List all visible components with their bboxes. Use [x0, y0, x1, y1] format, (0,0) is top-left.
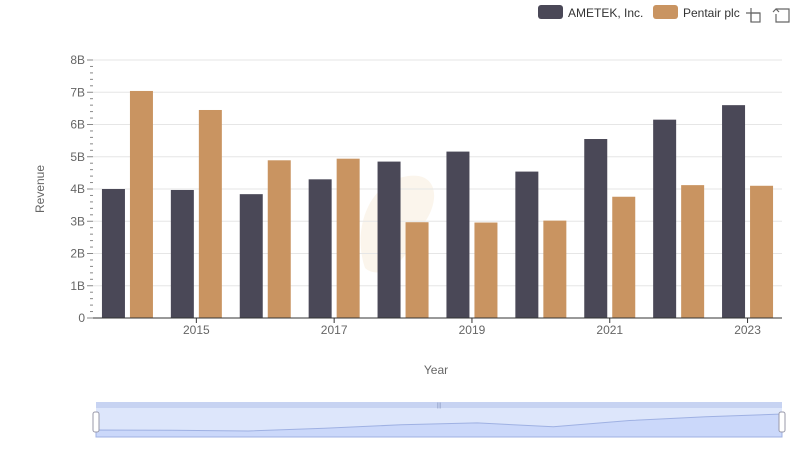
bar-ametek-2023[interactable]: [722, 105, 746, 319]
legend-swatch-ametek: [538, 5, 563, 19]
reset-icon[interactable]: [772, 8, 790, 23]
bar-ametek-2021[interactable]: [584, 139, 608, 318]
x-axis-title: Year: [424, 363, 448, 377]
minor-ticks: [87, 59, 93, 319]
y-tick-label: 4B: [70, 182, 85, 196]
bar-pentair-2019[interactable]: [474, 222, 498, 318]
legend-item-pentair[interactable]: Pentair plc: [653, 5, 740, 20]
legend: AMETEK, Inc. Pentair plc: [538, 5, 740, 20]
bar-ametek-2014[interactable]: [101, 189, 125, 318]
bar-ametek-2020[interactable]: [515, 171, 539, 318]
y-tick-label: 0: [78, 311, 85, 325]
x-tick-label: 2015: [183, 323, 210, 337]
gridlines: [93, 59, 782, 287]
bar-pentair-2017[interactable]: [336, 158, 360, 318]
bar-ametek-2019[interactable]: [446, 151, 470, 318]
bar-pentair-2020[interactable]: [543, 220, 567, 318]
y-axis-title: Revenue: [33, 165, 47, 213]
y-tick-label: 1B: [70, 279, 85, 293]
bar-ametek-2017[interactable]: [308, 179, 332, 318]
y-axis-labels: 0 1B 2B 3B 4B 5B 6B 7B 8B: [70, 53, 85, 325]
legend-label-ametek: AMETEK, Inc.: [568, 6, 643, 20]
y-tick-label: 6B: [70, 118, 85, 132]
zoom-icon[interactable]: [746, 8, 761, 23]
bar-ametek-2018[interactable]: [377, 161, 401, 318]
slider-grip-icon[interactable]: |||: [437, 403, 442, 409]
slider-handle-left[interactable]: [92, 411, 100, 433]
x-tick-label: 2023: [734, 323, 761, 337]
x-tick-label: 2021: [596, 323, 623, 337]
y-tick-label: 8B: [70, 53, 85, 67]
x-tick-label: 2017: [321, 323, 348, 337]
slider-handle-right[interactable]: [778, 411, 786, 433]
bar-ametek-2016[interactable]: [239, 194, 263, 318]
range-slider[interactable]: |||: [92, 402, 786, 438]
legend-label-pentair: Pentair plc: [683, 6, 740, 20]
x-axis-labels: 2015 2017 2019 2021 2023: [183, 318, 761, 337]
x-tick-label: 2019: [459, 323, 486, 337]
bar-pentair-2018[interactable]: [405, 222, 429, 318]
bar-pentair-2023[interactable]: [750, 185, 774, 318]
legend-item-ametek[interactable]: AMETEK, Inc.: [538, 5, 643, 20]
y-tick-label: 3B: [70, 214, 85, 228]
bar-pentair-2014[interactable]: [129, 90, 153, 319]
y-tick-label: 7B: [70, 85, 85, 99]
y-tick-label: 5B: [70, 150, 85, 164]
slider-top-bar[interactable]: [96, 402, 782, 408]
bar-pentair-2021[interactable]: [612, 196, 636, 318]
bar-pentair-2015[interactable]: [198, 109, 222, 318]
bar-ametek-2015[interactable]: [170, 189, 194, 318]
bar-pentair-2016[interactable]: [267, 160, 291, 318]
y-tick-label: 2B: [70, 247, 85, 261]
bars: [101, 90, 774, 319]
bar-ametek-2022[interactable]: [653, 119, 677, 318]
bar-pentair-2022[interactable]: [681, 185, 705, 318]
legend-swatch-pentair: [653, 5, 678, 19]
